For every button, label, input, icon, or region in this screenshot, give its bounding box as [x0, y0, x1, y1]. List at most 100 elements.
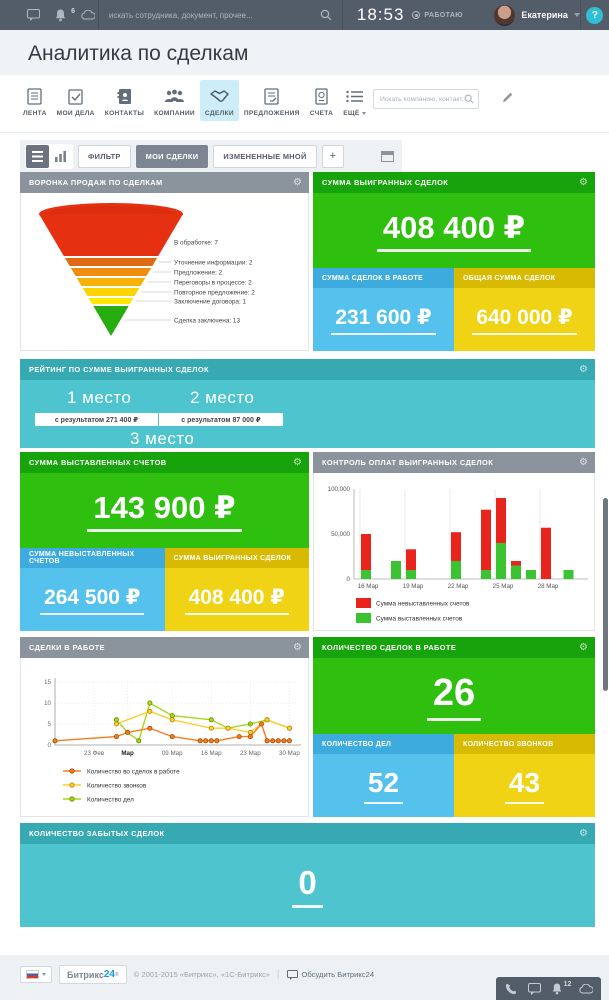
page-title: Аналитика по сделкам — [28, 42, 249, 65]
svg-text:5: 5 — [48, 721, 52, 728]
sub-widget-value[interactable]: 640 000 ₽ — [472, 305, 577, 335]
gear-icon[interactable]: ⚙ — [579, 827, 588, 839]
crm-search-input[interactable] — [380, 95, 464, 103]
tab-eshche[interactable]: ЕЩЁ — [338, 80, 370, 121]
sub-widget-won-deals-sum: СУММА ВЫИГРАННЫХ СДЕЛОК 408 400 ₽ — [164, 548, 309, 631]
deals-count-value[interactable]: 26 — [426, 672, 482, 721]
tab-sdelki[interactable]: СДЕЛКИ — [199, 80, 239, 121]
svg-text:В обработке: 7: В обработке: 7 — [174, 238, 218, 246]
svg-text:Уточнение информации: 2: Уточнение информации: 2 — [174, 259, 253, 266]
gear-icon[interactable]: ⚙ — [579, 641, 588, 653]
preset-my-deals-button[interactable]: МОИ СДЕЛКИ — [135, 144, 209, 168]
widget-title: СДЕЛКИ В РАБОТЕ — [29, 643, 106, 652]
search-icon[interactable] — [320, 9, 332, 21]
widget-invoiced-sum: СУММА ВЫСТАВЛЕННЫХ СЧЕТОВ ⚙ 143 900 ₽ СУ… — [20, 452, 309, 631]
gear-icon[interactable]: ⚙ — [293, 456, 302, 468]
view-toolbar: ФИЛЬТР МОИ СДЕЛКИ ИЗМЕНЕННЫЕ МНОЙ + — [20, 140, 402, 172]
work-time-clock[interactable]: 18:53 — [356, 5, 405, 24]
widget-forgotten-deals: КОЛИЧЕСТВО ЗАБЫТЫХ СДЕЛОК ⚙ 0 — [20, 823, 595, 927]
help-area: ? — [579, 0, 609, 30]
help-button[interactable]: ? — [586, 6, 604, 24]
svg-text:Количество во сделок в работе: Количество во сделок в работе — [87, 767, 180, 775]
copyright-text: © 2001-2015 «Битрикс», «1С-Битрикс» — [133, 970, 270, 979]
filter-button[interactable]: ФИЛЬТР — [78, 144, 131, 168]
add-preset-button[interactable]: + — [321, 144, 345, 168]
won-sum-value[interactable]: 408 400 ₽ — [376, 210, 532, 252]
gear-icon[interactable]: ⚙ — [293, 641, 302, 653]
widget-payment-control: КОНТРОЛЬ ОПЛАТ ВЫИГРАННЫХ СДЕЛОК ⚙ 16 Ма… — [313, 452, 595, 631]
tab-kompanii[interactable]: КОМПАНИИ — [149, 80, 200, 121]
global-search-input[interactable] — [108, 10, 320, 20]
user-menu[interactable]: Екатерина — [480, 4, 580, 26]
notifications-bell-icon[interactable]: 12 — [549, 981, 571, 996]
widget-won-sum-rating: РЕЙТИНГ ПО СУММЕ ВЫИГРАННЫХ СДЕЛОК ⚙ 1 м… — [20, 359, 595, 448]
search-icon[interactable] — [464, 94, 474, 104]
widget-title: КОЛИЧЕСТВО СДЕЛОК В РАБОТЕ — [322, 643, 457, 652]
work-status-button[interactable]: РАБОТАЮ — [412, 11, 480, 19]
tab-moi-dela[interactable]: МОИ ДЕЛА — [52, 80, 100, 121]
chart-view-button[interactable] — [49, 145, 72, 168]
gear-icon[interactable]: ⚙ — [579, 456, 588, 468]
notifications-bell-icon[interactable]: 6 — [53, 8, 75, 23]
sub-widget-activities-count: КОЛИЧЕСТВО ДЕЛ 52 — [313, 734, 454, 817]
rating-body: 1 место 2 место с результатом 271 400 ₽ … — [20, 380, 595, 448]
tab-label: КОМПАНИИ — [154, 110, 195, 117]
contacts-icon — [117, 86, 132, 106]
svg-text:30 Мар: 30 Мар — [279, 750, 300, 757]
sub-widget-value[interactable]: 43 — [504, 767, 545, 804]
rating-place-2: 2 место — [190, 388, 255, 407]
avatar — [494, 4, 516, 26]
window-view-icon[interactable] — [381, 150, 394, 162]
scrollbar-thumb[interactable] — [603, 498, 608, 691]
sub-widget-value[interactable]: 264 500 ₽ — [40, 585, 145, 615]
svg-text:Количество дел: Количество дел — [87, 796, 134, 803]
sub-widget-title: СУММА ВЫИГРАННЫХ СДЕЛОК — [164, 548, 309, 568]
bitrix24-logo[interactable]: Битрикс 24 ® — [59, 965, 127, 984]
tab-label: КОНТАКТЫ — [104, 110, 145, 117]
messenger-icon[interactable] — [26, 8, 41, 23]
widget-title: РЕЙТИНГ ПО СУММЕ ВЫИГРАННЫХ СДЕЛОК — [29, 365, 209, 374]
widget-title: КОЛИЧЕСТВО ЗАБЫТЫХ СДЕЛОК — [29, 829, 165, 838]
sub-widget-calls-count: КОЛИЧЕСТВО ЗВОНКОВ 43 — [454, 734, 595, 817]
svg-text:09 Мар: 09 Мар — [162, 750, 183, 757]
russian-flag-icon — [26, 970, 39, 979]
gear-icon[interactable]: ⚙ — [579, 363, 588, 375]
forgotten-deals-value[interactable]: 0 — [292, 864, 323, 908]
preset-changed-by-me-button[interactable]: ИЗМЕНЕННЫЕ МНОЙ — [213, 144, 317, 168]
list-view-button[interactable] — [26, 144, 49, 168]
svg-text:28 Мар: 28 Мар — [538, 583, 559, 590]
tab-kontakty[interactable]: КОНТАКТЫ — [100, 80, 149, 121]
deals-line-chart-svg: 0 5 10 15 23 Фев Мар 09 Мар 16 Мар 23 Мар 30 Мар К… — [44, 678, 301, 803]
tab-label: СЧЕТА — [309, 110, 334, 117]
disk-cloud-icon[interactable] — [80, 8, 95, 23]
invoiced-sum-value[interactable]: 143 900 ₽ — [87, 490, 242, 532]
topbar-icons: 6 — [0, 8, 98, 23]
widget-sales-funnel: ВОРОНКА ПРОДАЖ ПО СДЕЛКАМ ⚙ В обработке:… — [20, 172, 309, 351]
discuss-link[interactable]: Обсудить Битрикс24 — [286, 969, 374, 980]
svg-text:16 Мар: 16 Мар — [358, 583, 379, 590]
tab-label: СДЕЛКИ — [204, 110, 234, 117]
title-area: Аналитика по сделкам — [0, 30, 609, 75]
messenger-icon[interactable] — [527, 981, 542, 996]
widget-title: ВОРОНКА ПРОДАЖ ПО СДЕЛКАМ — [29, 178, 163, 187]
tab-scheta[interactable]: СЧЕТА — [305, 80, 339, 121]
sub-widget-title: ОБЩАЯ СУММА СДЕЛОК — [454, 268, 595, 288]
phone-icon[interactable] — [504, 981, 519, 996]
topbar: 6 18:53 РАБОТАЮ Екатерина ? — [0, 0, 609, 30]
sub-widget-value[interactable]: 408 400 ₽ — [184, 585, 289, 615]
gear-icon[interactable]: ⚙ — [579, 176, 588, 188]
feed-icon — [27, 86, 42, 106]
rating-place-1: 1 место — [67, 388, 132, 407]
tab-lenta[interactable]: ЛЕНТА — [18, 80, 52, 121]
gear-icon[interactable]: ⚙ — [293, 176, 302, 188]
tab-predlozheniya[interactable]: ПРЕДЛОЖЕНИЯ — [239, 80, 305, 121]
widget-title: СУММА ВЫИГРАННЫХ СДЕЛОК — [322, 178, 449, 187]
sub-widget-value[interactable]: 231 600 ₽ — [331, 305, 436, 335]
disk-cloud-icon[interactable] — [578, 981, 593, 996]
widget-header: РЕЙТИНГ ПО СУММЕ ВЫИГРАННЫХ СДЕЛОК ⚙ — [20, 359, 595, 380]
svg-text:10: 10 — [44, 700, 51, 707]
language-selector[interactable] — [20, 966, 52, 983]
sub-widget-value[interactable]: 52 — [363, 767, 404, 804]
sub-widget-title: СУММА СДЕЛОК В РАБОТЕ — [313, 268, 454, 288]
edit-pencil-icon[interactable] — [502, 92, 513, 103]
